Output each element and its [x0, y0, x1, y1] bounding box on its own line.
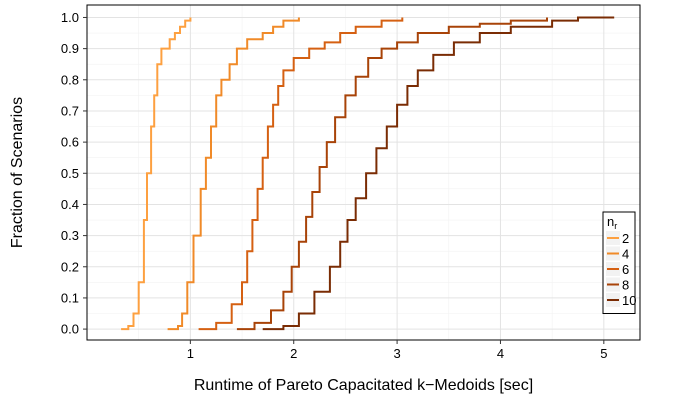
y-tick-label: 1.0 — [61, 10, 79, 25]
legend-label-6: 6 — [622, 262, 629, 277]
series-layer — [121, 16, 615, 331]
series-line-6 — [198, 17, 404, 331]
y-tick-label: 0.6 — [61, 135, 79, 150]
legend-label-4: 4 — [622, 247, 629, 262]
legend-title: nr — [607, 214, 617, 231]
series-line-8 — [236, 17, 548, 331]
axis-layer: 1 2 3 4 5 0.0 0.1 0.2 0.3 0.4 0.5 0.6 0.7 0.8 0.9 1.0 — [61, 10, 608, 361]
plot-border — [86, 4, 641, 341]
y-tick-label: 0.9 — [61, 41, 79, 56]
y-tick-label: 0.2 — [61, 259, 79, 274]
y-tick-label: 0.1 — [61, 290, 79, 305]
y-tick-label: 0.0 — [61, 322, 79, 337]
legend-title-subscript: r — [614, 221, 617, 231]
y-tick-label: 0.5 — [61, 166, 79, 181]
legend-label-10: 10 — [622, 293, 636, 308]
y-tick-label: 0.8 — [61, 72, 79, 87]
x-tick-label: 3 — [393, 346, 400, 361]
x-tick-label: 1 — [187, 346, 194, 361]
x-tick-label: 4 — [497, 346, 504, 361]
legend-label-2: 2 — [622, 231, 629, 246]
x-axis-label: Runtime of Pareto Capacitated k−Medoids … — [194, 377, 533, 394]
y-axis-label: Fraction of Scenarios — [9, 97, 26, 248]
x-tick-label: 5 — [600, 346, 607, 361]
y-tick-label: 0.3 — [61, 228, 79, 243]
y-tick-label: 0.7 — [61, 103, 79, 118]
legend-label-8: 8 — [622, 278, 629, 293]
x-tick-label: 2 — [290, 346, 297, 361]
series-line-10 — [262, 16, 615, 331]
series-line-4 — [167, 17, 300, 331]
y-tick-label: 0.4 — [61, 197, 79, 212]
legend-title-main: n — [607, 214, 614, 229]
series-line-2 — [121, 17, 192, 331]
